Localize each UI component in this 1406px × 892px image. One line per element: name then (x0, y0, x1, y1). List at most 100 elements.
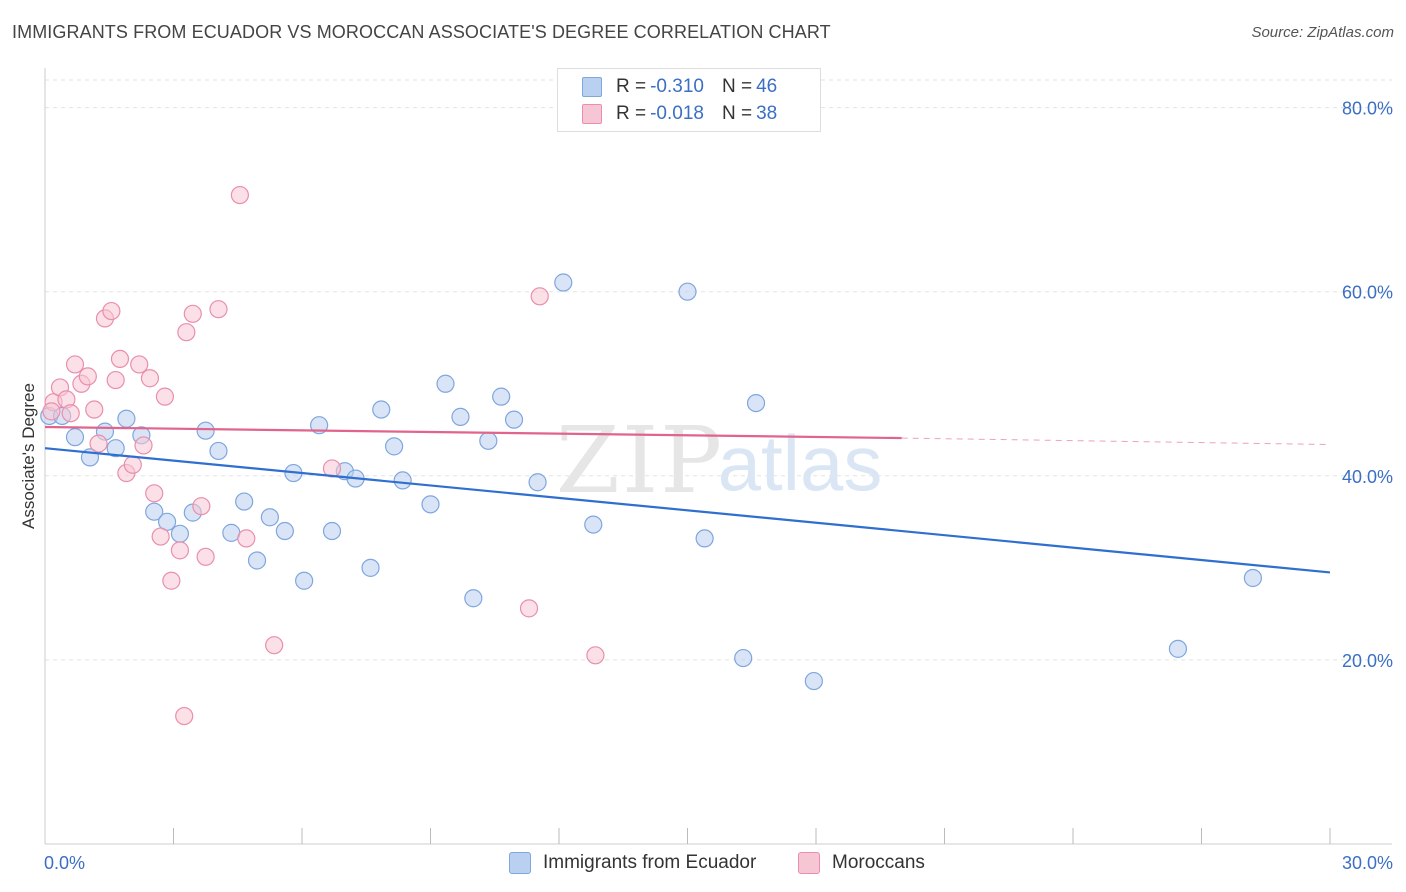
legend-swatch-blue (582, 77, 602, 97)
point-moroccan (519, 599, 539, 618)
point-ecuador (117, 409, 136, 428)
point-moroccan (155, 387, 175, 406)
point-ecuador (746, 393, 766, 413)
point-moroccan (170, 541, 190, 560)
point-moroccan (65, 355, 85, 374)
point-moroccan (530, 287, 549, 306)
point-moroccan (140, 369, 160, 388)
legend-label-ecuador: Immigrants from Ecuador (543, 852, 757, 873)
legend-swatch-pink (582, 104, 602, 124)
legend-n-value: 38 (756, 103, 778, 124)
point-moroccan (106, 370, 125, 390)
point-ecuador (260, 508, 279, 527)
y-tick-label: 80.0% (1342, 99, 1393, 119)
y-axis-label: Associate's Degree (19, 383, 38, 529)
legend-row-ecuador: R = -0.310 N = 46 (582, 74, 777, 100)
point-ecuador (196, 421, 215, 440)
axes (44, 68, 1392, 845)
point-ecuador (584, 515, 603, 534)
point-moroccan (192, 497, 211, 516)
legend-n-value: 46 (756, 76, 778, 97)
point-ecuador (554, 273, 573, 292)
point-moroccan (134, 436, 153, 455)
point-moroccan (237, 529, 256, 548)
point-ecuador (464, 589, 483, 608)
stats-legend: R = -0.310 N = 46 R = -0.018 N = 38 (557, 68, 821, 132)
point-ecuador (361, 558, 380, 577)
point-ecuador (295, 571, 314, 590)
point-ecuador (235, 492, 254, 511)
point-ecuador (479, 431, 498, 450)
legend-r-label: R = (616, 103, 647, 124)
point-ecuador (436, 374, 455, 393)
point-ecuador (528, 473, 547, 492)
point-ecuador (804, 671, 823, 691)
point-ecuador (209, 441, 228, 461)
legend-label-moroccans: Moroccans (832, 852, 925, 873)
legend-n-label: N = (721, 103, 753, 124)
point-ecuador (393, 471, 412, 490)
point-ecuador (695, 529, 714, 548)
point-ecuador (322, 521, 342, 541)
point-moroccan (42, 402, 61, 421)
legend-swatch-blue (509, 852, 531, 874)
legend-swatch-pink (798, 852, 820, 874)
point-moroccan (162, 571, 181, 590)
point-ecuador (1168, 639, 1188, 658)
legend-r-label: R = (616, 76, 647, 97)
legend-item-ecuador: Immigrants from Ecuador (509, 852, 756, 874)
point-moroccan (183, 304, 202, 323)
point-ecuador (451, 407, 470, 426)
point-moroccan (110, 349, 130, 369)
watermark-atlas: atlas (718, 419, 883, 507)
legend-r-value: -0.018 (650, 103, 704, 124)
chart-title: IMMIGRANTS FROM ECUADOR VS MOROCCAN ASSO… (12, 22, 831, 42)
point-moroccan (85, 400, 104, 419)
point-ecuador (1243, 568, 1263, 588)
x-tick-label: 0.0% (44, 853, 85, 873)
point-ecuador (421, 495, 440, 514)
point-moroccan (145, 484, 164, 503)
point-moroccan (89, 434, 108, 453)
y-tick-label: 60.0% (1342, 283, 1393, 303)
y-tick-label: 20.0% (1342, 651, 1393, 671)
point-ecuador (492, 387, 511, 406)
source-label: Source: ZipAtlas.com (1251, 24, 1394, 41)
tick-labels: 20.0% 40.0% 60.0% 80.0% 0.0% 30.0% (44, 99, 1393, 873)
point-ecuador (275, 521, 294, 541)
trend-lines (44, 425, 1331, 574)
point-moroccan (230, 185, 249, 205)
trend-line-moroccan-extension (901, 437, 1331, 446)
point-moroccan (78, 367, 97, 386)
point-ecuador (106, 439, 125, 458)
series-legend: Immigrants from Ecuador Moroccans (0, 852, 1406, 878)
point-ecuador (372, 400, 391, 419)
legend-row-moroccans: R = -0.018 N = 38 (582, 101, 777, 127)
watermark-zip: ZIP (556, 407, 724, 514)
point-moroccan (196, 547, 215, 566)
point-ecuador (504, 410, 524, 429)
point-moroccan (61, 404, 80, 423)
y-tick-label: 40.0% (1342, 467, 1393, 487)
trend-line-ecuador (44, 447, 1331, 574)
watermark: ZIP atlas (556, 407, 882, 514)
point-ecuador (384, 437, 404, 456)
point-ecuador (145, 502, 164, 521)
point-ecuador (734, 648, 753, 668)
point-moroccan (586, 646, 605, 665)
point-moroccan (102, 301, 121, 321)
point-ecuador (678, 282, 697, 301)
point-moroccan (177, 323, 196, 342)
x-tick-label: 30.0% (1342, 853, 1393, 873)
point-moroccan (151, 527, 170, 546)
legend-n-label: N = (721, 76, 753, 97)
point-ecuador (170, 524, 190, 543)
point-moroccan (209, 300, 228, 319)
point-moroccan (175, 706, 194, 726)
legend-item-moroccans: Moroccans (798, 852, 925, 874)
point-ecuador (247, 551, 267, 570)
grid-lines (45, 79, 1392, 661)
data-points (40, 112, 1263, 726)
point-moroccan (130, 355, 149, 374)
